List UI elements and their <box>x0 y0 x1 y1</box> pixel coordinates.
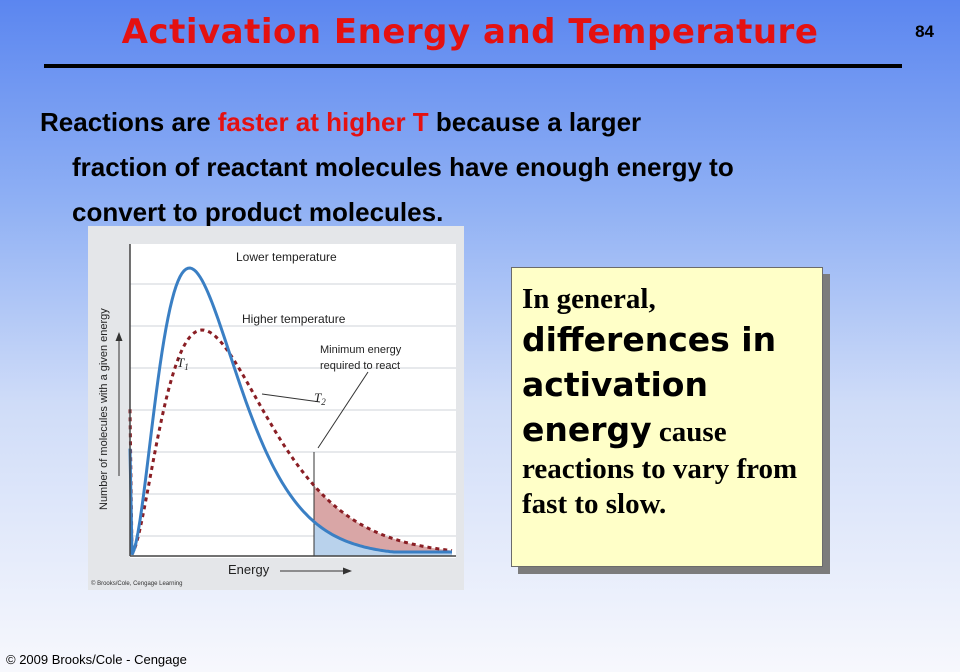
min-energy-label-2: required to react <box>320 360 400 372</box>
lower-temp-label: Lower temperature <box>236 250 337 264</box>
intro-text: Reactions are faster at higher T because… <box>40 100 890 235</box>
callout-emphasis: differences in activation energy <box>522 320 777 449</box>
callout-box: In general, differences in activation en… <box>511 267 823 567</box>
figure-credit: © Brooks/Cole, Cengage Learning <box>91 580 182 587</box>
energy-distribution-figure: Number of molecules with a given energy … <box>88 226 464 590</box>
x-arrow-head <box>343 567 352 575</box>
energy-distribution-svg: Number of molecules with a given energy … <box>91 244 456 587</box>
footer-copyright: © 2009 Brooks/Cole - Cengage <box>6 652 187 667</box>
t1-label: T1 <box>177 355 189 372</box>
y-arrow-head <box>115 332 123 341</box>
callout-tail1: cause <box>651 416 727 448</box>
intro-line2: fraction of reactant molecules have enou… <box>72 152 734 182</box>
pointer-min-line <box>317 371 369 449</box>
intro-part2: because a larger <box>428 107 642 137</box>
title-underline <box>44 64 902 68</box>
intro-part1: Reactions are <box>40 107 218 137</box>
min-energy-label-1: Minimum energy <box>320 344 402 356</box>
callout-body: differences in activation energy cause <box>522 317 812 452</box>
slide-title: Activation Energy and Temperature <box>121 12 819 52</box>
higher-temp-label: Higher temperature <box>242 312 346 326</box>
plot-area <box>130 244 456 558</box>
slide-number: 84 <box>915 22 934 41</box>
y-axis-label: Number of molecules with a given energy <box>98 308 110 510</box>
t2-label: T2 <box>314 390 326 407</box>
intro-highlight: faster at higher T <box>217 107 429 137</box>
lower-temp-curve <box>128 266 452 556</box>
pointer-higher-line <box>261 393 321 403</box>
intro-line3: convert to product molecules. <box>72 197 444 227</box>
higher-temp-curve <box>128 328 453 556</box>
x-axis-label: Energy <box>228 562 270 577</box>
grid-lines <box>130 283 456 537</box>
lower-temp-tail-area <box>314 521 452 556</box>
higher-temp-tail-area <box>314 485 452 556</box>
callout-line1: In general, <box>522 283 656 315</box>
callout-tail2: reactions to vary from fast to slow. <box>522 453 798 520</box>
